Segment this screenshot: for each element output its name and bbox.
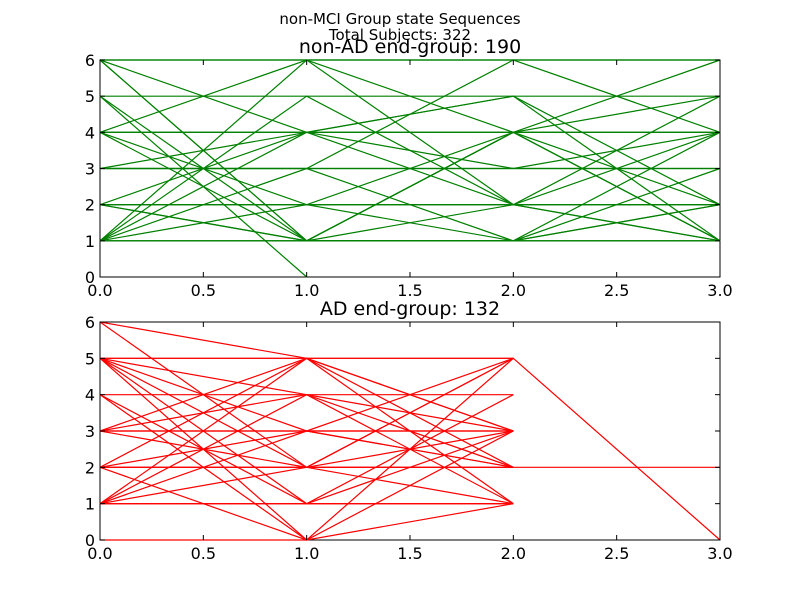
ad-y-tick-label: 5 [85, 349, 95, 368]
non-ad-sequence-line [99, 167, 721, 242]
ad-x-tick-label: 2.0 [501, 544, 526, 563]
figure-suptitle-line2: Total Subjects: 322 [328, 26, 471, 44]
ad-y-tick-label: 2 [85, 458, 95, 477]
non-ad-x-tick-label: 3.0 [707, 281, 732, 300]
ad-title: AD end-group: 132 [320, 298, 500, 320]
non-ad-x-tick-label: 1.0 [294, 281, 319, 300]
non-ad-x-tick-label: 2.5 [604, 281, 629, 300]
non-ad-y-tick-label: 6 [85, 51, 95, 70]
non-ad-y-tick-label: 5 [85, 87, 95, 106]
non-ad-x-tick-label: 2.0 [501, 281, 526, 300]
non-ad-title: non-AD end-group: 190 [299, 36, 521, 58]
ad-y-tick-label: 6 [85, 313, 95, 332]
ad-y-tick-label: 0 [85, 531, 95, 550]
ad-subplot: 0.0 0.5 1.0 1.5 2.0 2.5 3.0 0 1 2 3 4 5 6 AD end-grou… [85, 298, 733, 563]
ad-x-tick-label: 0.0 [87, 544, 112, 563]
non-ad-y-tick-label: 0 [85, 268, 95, 287]
non-ad-x-tick-label: 1.5 [397, 281, 422, 300]
non-ad-x-tick-label: 0.0 [87, 281, 112, 300]
ad-x-tick-label: 1.5 [397, 544, 422, 563]
figure-suptitle-line1: non-MCI Group state Sequences [279, 10, 520, 28]
non-ad-sequence-line [99, 95, 721, 242]
ad-y-tick-label: 3 [85, 422, 95, 441]
ad-x-tick-label: 3.0 [707, 544, 732, 563]
ad-sequence-line [99, 357, 514, 505]
non-ad-y-tick-label: 4 [85, 123, 95, 142]
ad-sequence-line [99, 430, 514, 505]
ad-y-tick-label: 1 [85, 495, 95, 514]
ad-y-tick-label: 4 [85, 386, 95, 405]
ad-sequence-line [99, 393, 514, 505]
non-ad-x-tick-label: 0.5 [191, 281, 216, 300]
non-ad-sequence-lines [99, 59, 721, 278]
non-ad-sequence-line [99, 59, 721, 242]
ad-x-tick-label: 1.0 [294, 544, 319, 563]
ad-x-tick-label: 0.5 [191, 544, 216, 563]
non-ad-y-tick-label: 3 [85, 160, 95, 179]
ad-sequence-line [99, 430, 514, 505]
non-ad-subplot: 0.0 0.5 1.0 1.5 2.0 2.5 3.0 0 1 2 3 4 5 6 non-AD end-… [85, 36, 733, 300]
non-ad-y-tick-label: 2 [85, 196, 95, 215]
non-ad-axis-ticks: 0.0 0.5 1.0 1.5 2.0 2.5 3.0 0 1 2 3 4 5 6 [85, 51, 733, 300]
ad-x-tick-label: 2.5 [604, 544, 629, 563]
ad-axis-ticks: 0.0 0.5 1.0 1.5 2.0 2.5 3.0 0 1 2 3 4 5 6 [85, 313, 733, 563]
non-ad-y-tick-label: 1 [85, 232, 95, 251]
